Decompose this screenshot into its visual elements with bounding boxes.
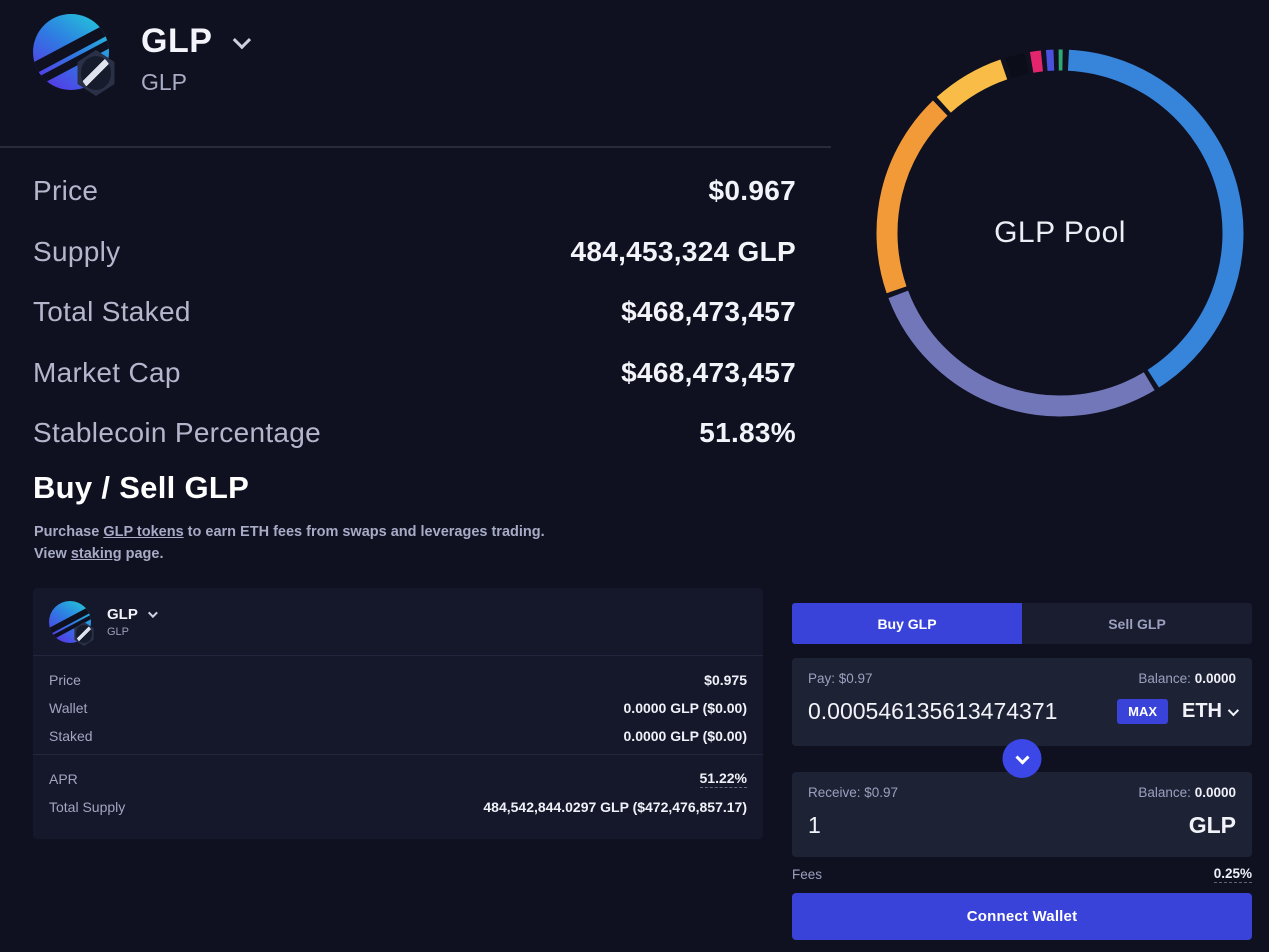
arrow-down-icon [1014, 750, 1030, 765]
stat-row-market-cap: Market Cap $468,473,457 [33, 343, 796, 404]
row-label: APR [49, 771, 78, 787]
arbitrum-badge-icon [74, 622, 94, 646]
balance-value: 0.0000 [1194, 671, 1236, 686]
card-divider [33, 655, 763, 656]
buy-sell-heading: Buy / Sell GLP [33, 470, 250, 505]
glp-token-icon [33, 14, 115, 96]
stat-value: $468,473,457 [621, 296, 796, 328]
token-card-header: GLP GLP [33, 588, 763, 655]
glp-pool-segment-yellow [936, 59, 1008, 113]
receive-amount-input[interactable] [808, 812, 1108, 839]
pay-token-symbol: ETH [1182, 700, 1222, 722]
glp-token-card: GLP GLP Price $0.975 Wallet 0.0000 GLP (… [33, 588, 763, 839]
desc-text: to earn ETH fees from swaps and leverage… [183, 524, 545, 540]
balance-label: Balance: [1138, 671, 1191, 686]
connect-wallet-button[interactable]: Connect Wallet [792, 893, 1252, 940]
row-value: 484,542,844.0297 GLP ($472,476,857.17) [483, 799, 747, 815]
stat-row-price: Price $0.967 [33, 161, 796, 222]
page-header: GLP GLP [33, 14, 252, 96]
chevron-down-icon[interactable] [147, 608, 158, 619]
fees-row: Fees 0.25% [792, 866, 1252, 883]
stat-label: Price [33, 175, 99, 207]
glp-token-icon-small [49, 601, 94, 646]
row-apr: APR 51.22% [49, 765, 747, 793]
row-wallet: Wallet 0.0000 GLP ($0.00) [49, 694, 747, 722]
stat-value: 51.83% [699, 417, 796, 449]
glp-pool-segment-black [1005, 52, 1030, 78]
desc-text: View [34, 546, 71, 562]
staking-link[interactable]: staking [70, 546, 122, 562]
row-label: Wallet [49, 700, 88, 716]
header-divider [0, 146, 831, 148]
token-card-rows-primary: Price $0.975 Wallet 0.0000 GLP ($0.00) S… [33, 656, 763, 754]
stat-label: Stablecoin Percentage [33, 417, 322, 449]
pay-token-selector[interactable]: ETH [1182, 700, 1240, 723]
stat-row-total-staked: Total Staked $468,473,457 [33, 282, 796, 343]
row-total-supply: Total Supply 484,542,844.0297 GLP ($472,… [49, 793, 747, 821]
buy-sell-description: Purchase GLP tokens to earn ETH fees fro… [34, 521, 545, 565]
donut-center-label: GLP Pool [994, 216, 1126, 249]
glp-pool-donut-chart: GLP Pool [874, 47, 1246, 419]
tab-sell-glp[interactable]: Sell GLP [1022, 603, 1252, 644]
fees-value[interactable]: 0.25% [1213, 866, 1252, 883]
swap-panel: Buy GLP Sell GLP Pay: $0.97 Balance: 0.0… [792, 603, 1252, 940]
receive-box: Receive: $0.97 Balance: 0.0000 GLP [792, 772, 1252, 857]
donut-svg [876, 49, 1244, 417]
row-value: 0.0000 GLP ($0.00) [623, 728, 747, 744]
stat-value: $468,473,457 [621, 356, 796, 388]
chevron-down-icon[interactable] [233, 30, 252, 50]
stat-row-stablecoin-pct: Stablecoin Percentage 51.83% [33, 403, 796, 464]
chevron-down-icon [1227, 704, 1240, 716]
balance-label: Balance: [1138, 785, 1191, 800]
desc-text: page. [121, 546, 164, 562]
balance-value: 0.0000 [1194, 785, 1236, 800]
stat-label: Market Cap [33, 356, 181, 388]
max-button[interactable]: MAX [1117, 699, 1168, 724]
pay-amount-input[interactable] [808, 698, 1108, 725]
row-value-apr[interactable]: 51.22% [699, 770, 747, 788]
token-stats: Price $0.967 Supply 484,453,324 GLP Tota… [33, 161, 796, 464]
page-subtitle: GLP [141, 69, 188, 95]
token-symbol: GLP [107, 626, 130, 638]
glp-pool-segment-orange [876, 100, 948, 294]
desc-text: Purchase [34, 524, 104, 540]
fees-label: Fees [792, 867, 823, 882]
row-label: Staked [49, 728, 93, 744]
row-staked: Staked 0.0000 GLP ($0.00) [49, 722, 747, 750]
row-label: Total Supply [49, 799, 126, 815]
stat-value: 484,453,324 GLP [570, 235, 796, 267]
row-label: Price [49, 672, 81, 688]
stat-row-supply: Supply 484,453,324 GLP [33, 222, 796, 283]
receive-token-symbol: GLP [1188, 812, 1236, 838]
swap-direction-button[interactable] [1002, 739, 1042, 778]
pay-label: Pay: $0.97 [808, 671, 873, 686]
row-value: $0.975 [704, 672, 747, 688]
pay-balance: Balance: 0.0000 [1138, 671, 1236, 686]
swap-tabs: Buy GLP Sell GLP [792, 603, 1252, 644]
receive-label: Receive: $0.97 [808, 785, 899, 800]
stat-value: $0.967 [708, 175, 796, 207]
page-title: GLP [141, 22, 213, 60]
glp-tokens-link[interactable]: GLP tokens [103, 524, 184, 540]
token-name: GLP [107, 606, 138, 623]
card-divider [33, 754, 763, 755]
row-value: 0.0000 GLP ($0.00) [623, 700, 747, 716]
tab-buy-glp[interactable]: Buy GLP [792, 603, 1022, 644]
glp-pool-segment-blue [1067, 49, 1244, 388]
glp-pool-segment-pink [1029, 50, 1044, 73]
pay-box: Pay: $0.97 Balance: 0.0000 MAX ETH [792, 658, 1252, 746]
token-card-rows-secondary: APR 51.22% Total Supply 484,542,844.0297… [33, 755, 763, 825]
glp-pool-segment-purple [888, 290, 1155, 417]
receive-balance: Balance: 0.0000 [1138, 785, 1236, 800]
stat-label: Total Staked [33, 296, 191, 328]
row-price: Price $0.975 [49, 666, 747, 694]
stat-label: Supply [33, 235, 121, 267]
